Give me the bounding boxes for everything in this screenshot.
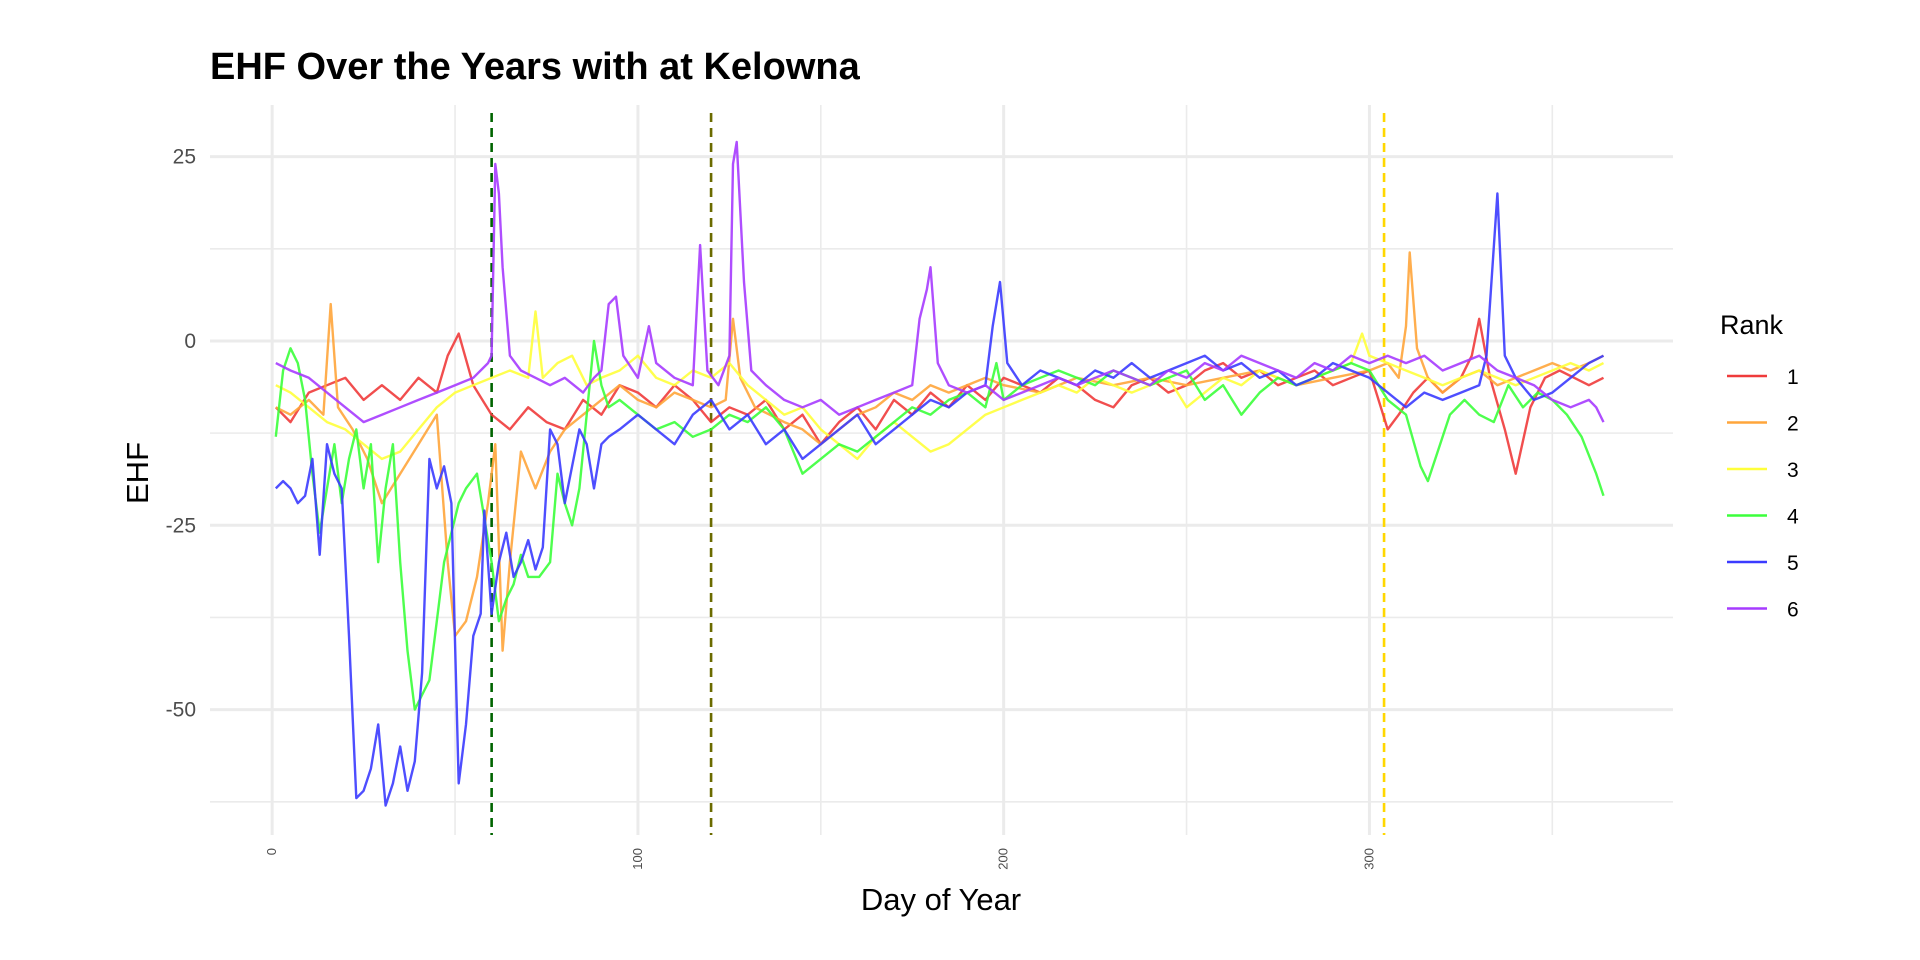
series-line-6 [275,140,1605,424]
legend-label-1: 1 [1787,366,1799,389]
y-tick-label: 0 [184,330,196,353]
reference-lines [490,113,1386,835]
y-tick-label: 25 [173,146,196,169]
x-tick-label: 200 [996,848,1011,870]
y-tick-label: -50 [166,699,196,722]
series-line-3 [275,310,1605,461]
x-tick-label: 0 [264,848,279,855]
legend-label-5: 5 [1787,552,1799,575]
x-axis-ticks: 0 100 200 300 [264,848,1376,870]
series-line-2 [275,251,1605,652]
series-lines [274,140,1605,807]
y-axis-ticks: 25 0 -25 -50 [166,146,196,722]
y-axis-title: EHF [120,442,155,504]
legend-title: Rank [1720,310,1784,340]
x-axis-title: Day of Year [861,882,1021,917]
series-line-4 [274,339,1605,711]
x-tick-label: 300 [1361,848,1376,870]
chart-title: EHF Over the Years with at Kelowna [210,46,861,88]
series-line-5 [274,192,1605,807]
legend-label-4: 4 [1787,506,1799,529]
y-tick-label: -25 [166,514,196,537]
legend-label-6: 6 [1787,599,1799,622]
legend-label-2: 2 [1787,413,1799,436]
x-tick-label: 100 [630,848,645,870]
legend-label-3: 3 [1787,459,1799,482]
legend: Rank 1 2 3 4 5 6 [1720,310,1799,622]
